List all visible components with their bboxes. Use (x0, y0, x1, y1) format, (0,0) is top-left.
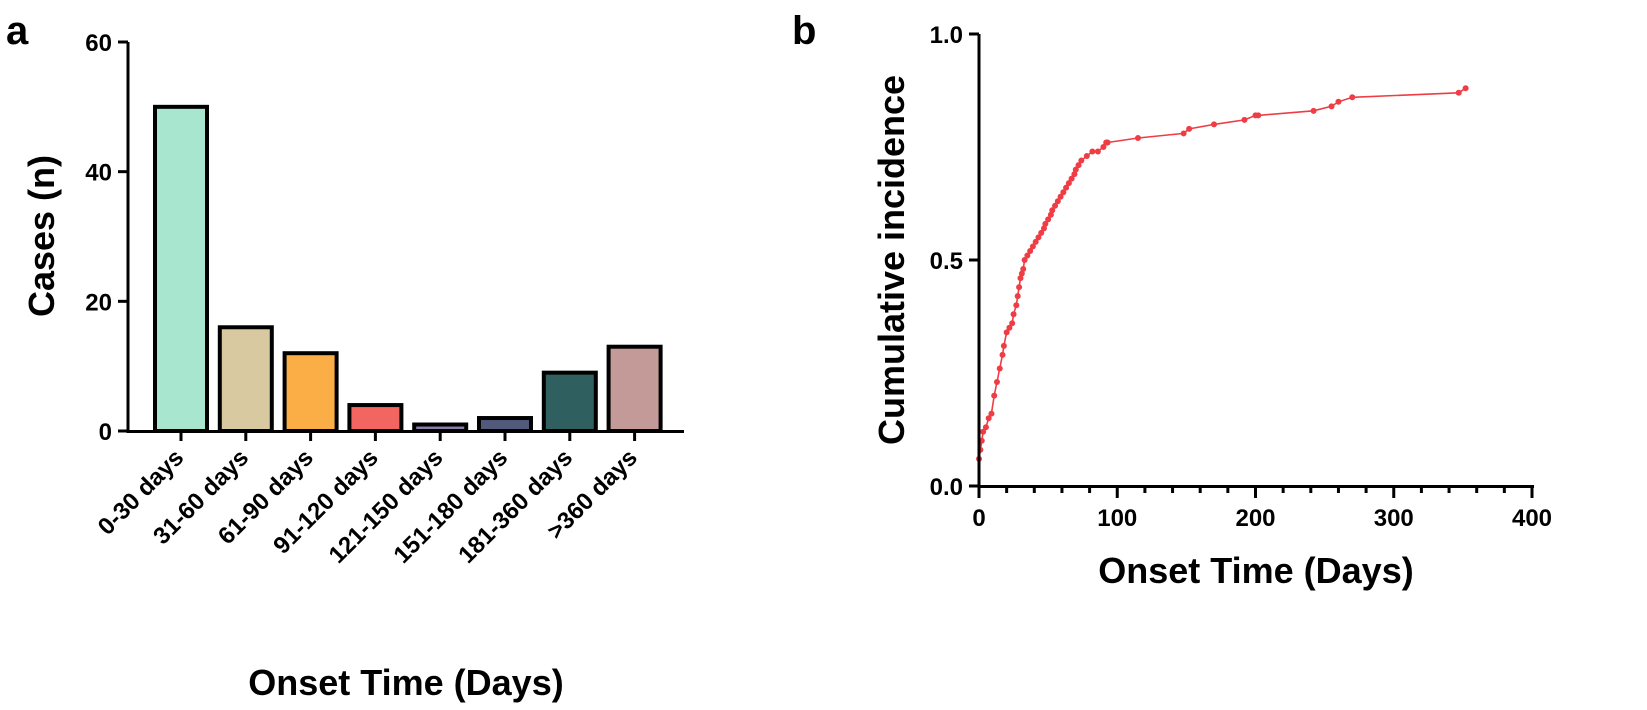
data-point (1078, 157, 1085, 164)
panel-b-x-tick-label: 300 (1374, 505, 1414, 532)
data-point (1032, 238, 1039, 245)
bar-91-120-days (347, 403, 404, 434)
data-point (1042, 220, 1049, 227)
panel-b-letter: b (792, 9, 816, 53)
data-point (1060, 189, 1067, 196)
data-point (1017, 275, 1024, 282)
data-point (1328, 103, 1335, 110)
data-point (988, 410, 995, 417)
data-point (1134, 134, 1141, 141)
panel-b-x-tick-label: 400 (1512, 505, 1552, 532)
data-point (1029, 243, 1036, 250)
bar-31-60-days (217, 325, 274, 433)
data-point (1045, 216, 1052, 223)
panel-b-y-tick-label: 0.0 (930, 474, 963, 501)
data-point (1241, 116, 1248, 123)
panel-b-y-tick-label: 1.0 (930, 22, 963, 49)
data-point (991, 392, 998, 399)
data-point (1047, 211, 1054, 218)
panel-b-x-tick-label: 0 (972, 505, 985, 532)
data-point (1063, 184, 1070, 191)
data-point (1021, 257, 1028, 263)
panel-a-y-ticks: 0 20 40 60 (85, 30, 128, 446)
data-point (1052, 202, 1059, 209)
panel-a-y-tick-label: 60 (85, 30, 112, 57)
data-point (1180, 130, 1187, 137)
data-point (1211, 121, 1218, 128)
panel-a-x-axis-title: Onset Time (Days) (248, 662, 563, 703)
bar-181-360-days (541, 370, 598, 433)
data-point (1006, 324, 1013, 331)
data-point (1038, 229, 1045, 236)
data-point (982, 424, 989, 431)
data-point (1040, 225, 1047, 232)
panel-a-y-axis-title: Cases (n) (21, 155, 62, 317)
data-point (1010, 311, 1017, 318)
panel-a-bars (153, 104, 663, 434)
panel-a-x-tick-label: 121-150 days (324, 444, 449, 569)
data-point (1024, 252, 1031, 259)
panel-b-x-axis-title: Onset Time (Days) (1098, 550, 1413, 591)
data-point (1027, 247, 1034, 254)
panel-b-y-axis-title: Cumulative incidence (871, 75, 912, 445)
panel-a-y-tick-label: 40 (85, 160, 112, 187)
data-point (1100, 144, 1107, 150)
panel-a-y-tick-label: 20 (85, 289, 112, 316)
data-point (1186, 125, 1193, 132)
data-point (999, 351, 1006, 358)
data-point (1068, 175, 1075, 182)
data-point (1071, 171, 1078, 178)
bar-chart-panel-a: a Cases (n) Onset Time (Days) 0 20 40 60 0-… (6, 9, 684, 703)
panel-b-series (976, 85, 1469, 462)
data-point (1014, 293, 1021, 300)
panel-b-x-tick-label: 200 (1235, 505, 1275, 532)
data-point (1083, 153, 1090, 160)
panel-b-x-tick-label: 100 (1097, 505, 1137, 532)
data-point (1065, 180, 1072, 187)
data-point (1016, 284, 1023, 291)
panel-a-y-tick-label: 0 (99, 419, 112, 446)
data-point (1072, 166, 1079, 173)
data-point (980, 428, 987, 435)
data-point (1009, 320, 1016, 327)
data-point (996, 365, 1003, 372)
data-point (1089, 148, 1096, 155)
panel-b-y-ticks: 0.0 0.5 1.0 (930, 22, 979, 501)
data-point (1335, 98, 1342, 105)
panel-b-y-tick-label: 0.5 (930, 248, 963, 275)
panel-b-x-ticks: 0 100 200 300 400 (972, 486, 1552, 532)
data-point (1349, 94, 1356, 101)
cumulative-incidence-line (978, 87, 1467, 460)
data-point (1057, 193, 1064, 200)
bar-0-30-days (153, 104, 209, 433)
data-point (1049, 207, 1056, 214)
data-point (1000, 342, 1007, 349)
panel-a-x-tick-label: 151-180 days (388, 444, 513, 569)
data-point (993, 379, 1000, 386)
bar-61-90-days (282, 351, 339, 434)
data-point (985, 415, 992, 422)
data-point (1310, 107, 1317, 114)
data-point (1018, 270, 1025, 277)
data-point (1003, 329, 1010, 336)
panel-a-letter: a (6, 9, 29, 53)
data-point (1013, 302, 1020, 309)
bar-151-180-days (477, 416, 533, 433)
data-point (1455, 89, 1462, 96)
data-point (1462, 85, 1469, 92)
data-point (1075, 162, 1082, 169)
line-chart-panel-b: b Cumulative incidence Onset Time (Days)… (792, 9, 1552, 591)
data-point (1054, 198, 1061, 205)
data-point (1094, 148, 1101, 155)
data-point (1035, 234, 1042, 241)
bar-360-days (606, 344, 663, 434)
data-point (1104, 139, 1111, 146)
panel-a-x-tick-label: 181-360 days (453, 444, 578, 569)
data-point (1020, 266, 1027, 273)
data-point (1255, 112, 1262, 119)
